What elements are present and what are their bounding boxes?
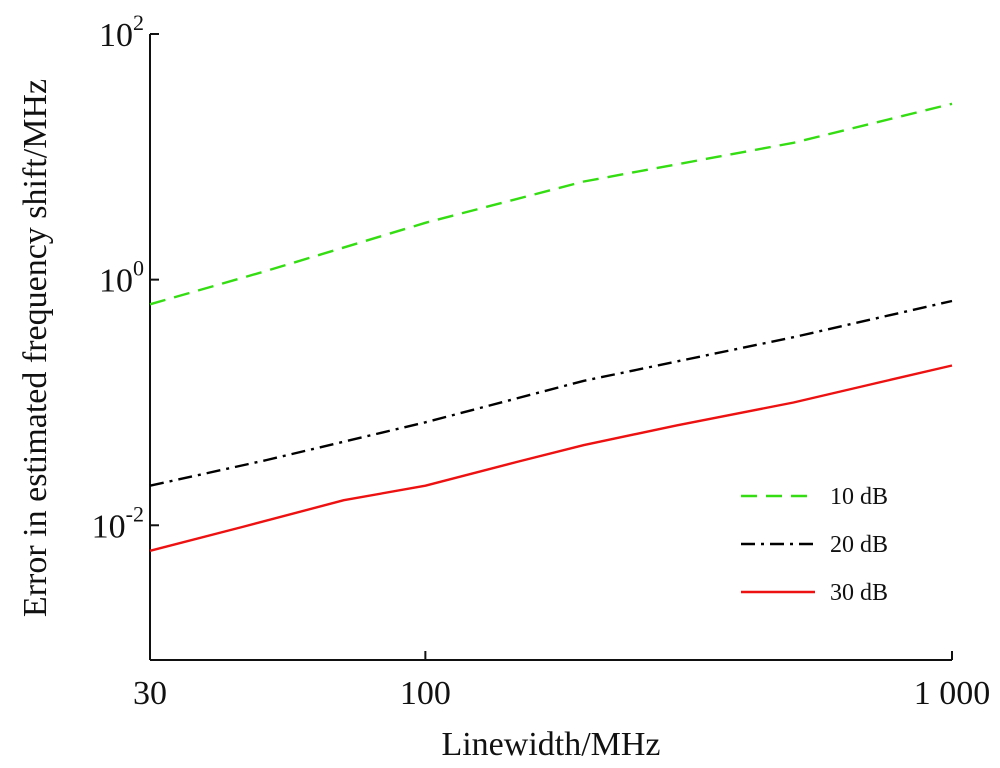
y-tick-exponent: -2 — [126, 501, 144, 526]
axes — [149, 34, 952, 661]
y-tick-exponent: 0 — [133, 256, 144, 281]
y-tick-exponent: 2 — [133, 10, 144, 35]
series-line-10-db — [149, 102, 953, 306]
y-tick-base: 10 — [92, 508, 126, 545]
y-tick-label: 100 — [99, 256, 144, 300]
legend: 10 dB 20 dB 30 dB — [741, 484, 888, 606]
legend-label: 30 dB — [830, 580, 888, 606]
series-line-30-db — [149, 364, 953, 552]
x-ticks: 30 100 1 000 — [133, 651, 990, 712]
series-line-20-db — [149, 299, 953, 487]
x-tick-label: 100 — [400, 675, 451, 712]
x-axis-title: Linewidth/MHz — [441, 726, 660, 763]
y-tick-base: 10 — [99, 263, 133, 300]
series-lines — [149, 102, 953, 552]
y-axis-title: Error in estimated frequency shift/MHz — [17, 79, 54, 617]
y-tick-base: 10 — [99, 17, 133, 54]
legend-label: 20 dB — [830, 532, 888, 558]
y-tick-label: 10-2 — [92, 501, 144, 545]
y-tick-label: 102 — [99, 10, 144, 54]
x-tick-label: 30 — [133, 675, 167, 712]
x-tick-label: 1 000 — [914, 675, 991, 712]
legend-label: 10 dB — [830, 484, 888, 510]
